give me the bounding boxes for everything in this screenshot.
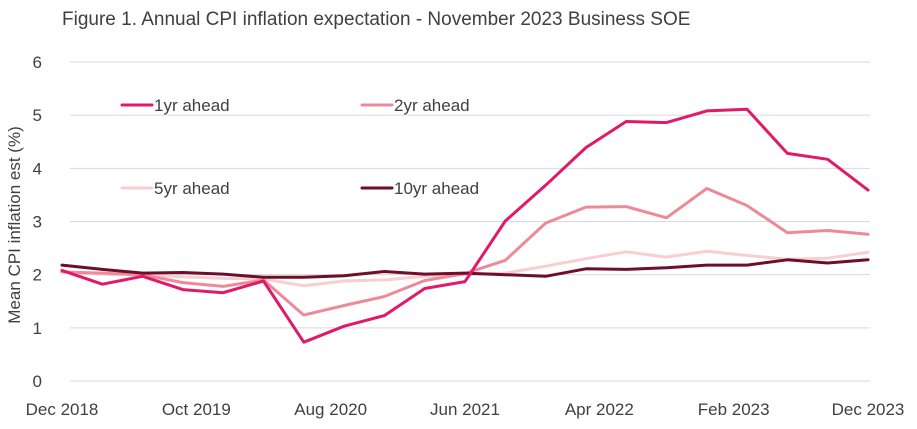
- legend-item: 1yr ahead: [120, 96, 230, 115]
- series-line-1yr-ahead: [60, 107, 870, 344]
- y-tick-label: 1: [33, 319, 42, 338]
- y-tick-label: 0: [33, 372, 42, 391]
- chart-title: Figure 1. Annual CPI inflation expectati…: [62, 9, 690, 30]
- y-tick-label: 2: [33, 266, 42, 285]
- legend-label: 1yr ahead: [154, 96, 230, 115]
- y-axis-label: Mean CPI inflation est (%): [5, 126, 24, 323]
- legend-label: 2yr ahead: [394, 96, 470, 115]
- legend-label: 10yr ahead: [394, 179, 479, 198]
- y-tick-label: 4: [33, 159, 42, 178]
- x-axis-ticks: Dec 2018 Oct 2019 Aug 2020 Jun 2021 Apr 2022…: [26, 400, 905, 419]
- x-tick-label: Oct 2019: [162, 400, 231, 419]
- legend-item: 5yr ahead: [120, 179, 230, 198]
- x-tick-label: Jun 2021: [430, 400, 500, 419]
- y-axis-ticks: 0 1 2 3 4 5 6: [33, 53, 42, 391]
- series-line-10yr-ahead: [60, 258, 870, 279]
- legend-label: 5yr ahead: [154, 179, 230, 198]
- legend-item: 10yr ahead: [360, 179, 479, 198]
- y-tick-label: 5: [33, 106, 42, 125]
- legend: 1yr ahead 2yr ahead 5yr ahead 10yr ahead: [120, 96, 479, 198]
- series-line-2yr-ahead: [60, 187, 870, 317]
- y-tick-label: 3: [33, 213, 42, 232]
- x-tick-label: Aug 2020: [294, 400, 367, 419]
- x-tick-label: Dec 2023: [832, 400, 905, 419]
- legend-item: 2yr ahead: [360, 96, 470, 115]
- x-tick-label: Apr 2022: [565, 400, 634, 419]
- y-tick-label: 6: [33, 53, 42, 72]
- x-tick-label: Dec 2018: [26, 400, 99, 419]
- series-lines: [60, 107, 870, 344]
- x-tick-label: Feb 2023: [698, 400, 770, 419]
